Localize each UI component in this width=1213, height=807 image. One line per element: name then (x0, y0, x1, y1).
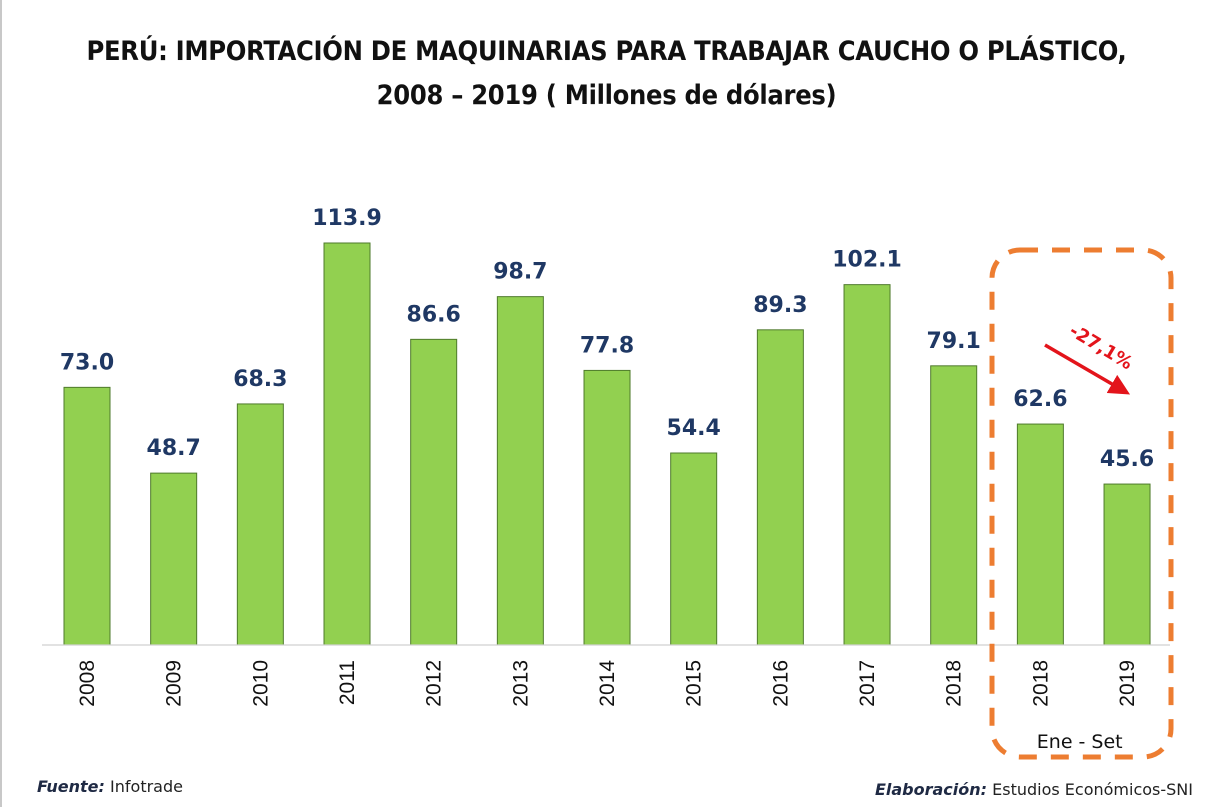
decline-arrow-icon (1044, 343, 1131, 395)
change-percent-label: -27,1% (1065, 320, 1136, 374)
value-label: 48.7 (147, 436, 201, 461)
bar-2011 (323, 242, 371, 646)
x-tick-label: 2016 (769, 660, 792, 707)
source-note: Fuente: Infotrade (37, 777, 183, 796)
value-label: 89.3 (753, 293, 807, 318)
source-value: Infotrade (110, 777, 183, 796)
value-label: 86.6 (407, 302, 461, 327)
bar-2018-ene-set (1016, 423, 1064, 646)
bars-group: 73.0 2008 48.7 2009 68.3 2010 113.9 2011 86.6 201… (60, 206, 1154, 707)
bar-2010 (236, 403, 284, 646)
chart-title-block: PERÚ: IMPORTACIÓN DE MAQUINARIAS PARA TR… (0, 30, 1213, 118)
x-tick-label: 2010 (249, 660, 272, 707)
x-tick-label: 2018 (943, 660, 966, 707)
value-label: 54.4 (667, 416, 721, 441)
value-label: 102.1 (832, 248, 902, 273)
x-tick-label: 2018 (1029, 660, 1052, 707)
x-tick-label: 2013 (509, 660, 532, 707)
bar-2008 (63, 386, 111, 646)
x-tick-label: 2017 (856, 660, 879, 707)
value-label: 62.6 (1013, 387, 1067, 412)
source-label: Fuente: (37, 777, 105, 796)
x-tick-label: 2015 (683, 660, 706, 707)
bar-2012 (410, 338, 458, 646)
x-tick-label: 2012 (423, 660, 446, 707)
credit-note: Elaboración: Estudios Económicos-SNI (875, 780, 1193, 799)
value-label: 77.8 (580, 333, 634, 358)
bar-2009 (150, 472, 198, 646)
value-label: 68.3 (233, 367, 287, 392)
value-label: 98.7 (493, 260, 547, 285)
x-tick-label: 2009 (163, 660, 186, 707)
value-label: 79.1 (927, 329, 981, 354)
page-border (0, 0, 2, 807)
bar-2017 (843, 284, 891, 646)
credit-label: Elaboración: (874, 780, 988, 799)
credit-value: Estudios Económicos-SNI (992, 780, 1193, 799)
highlight-dashed-box (989, 247, 1174, 760)
period-label: Ene - Set (1037, 731, 1123, 753)
bar-2019-ene-set (1103, 483, 1151, 646)
chart-title: PERÚ: IMPORTACIÓN DE MAQUINARIAS PARA TR… (86, 36, 1127, 67)
bar-2015 (670, 452, 718, 646)
bar-2016 (756, 329, 804, 646)
value-label: 73.0 (60, 350, 114, 375)
bar-2013 (496, 296, 544, 646)
chart-subtitle: 2008 – 2019 ( Millones de dólares) (376, 80, 837, 111)
value-label: 113.9 (312, 206, 382, 231)
x-tick-label: 2014 (596, 660, 619, 707)
x-tick-label: 2019 (1116, 660, 1139, 707)
bar-2018 (930, 365, 978, 646)
bar-2014 (583, 369, 631, 646)
value-label: 45.6 (1100, 447, 1154, 472)
x-tick-label: 2008 (76, 660, 99, 707)
x-tick-label: 2011 (336, 660, 359, 705)
